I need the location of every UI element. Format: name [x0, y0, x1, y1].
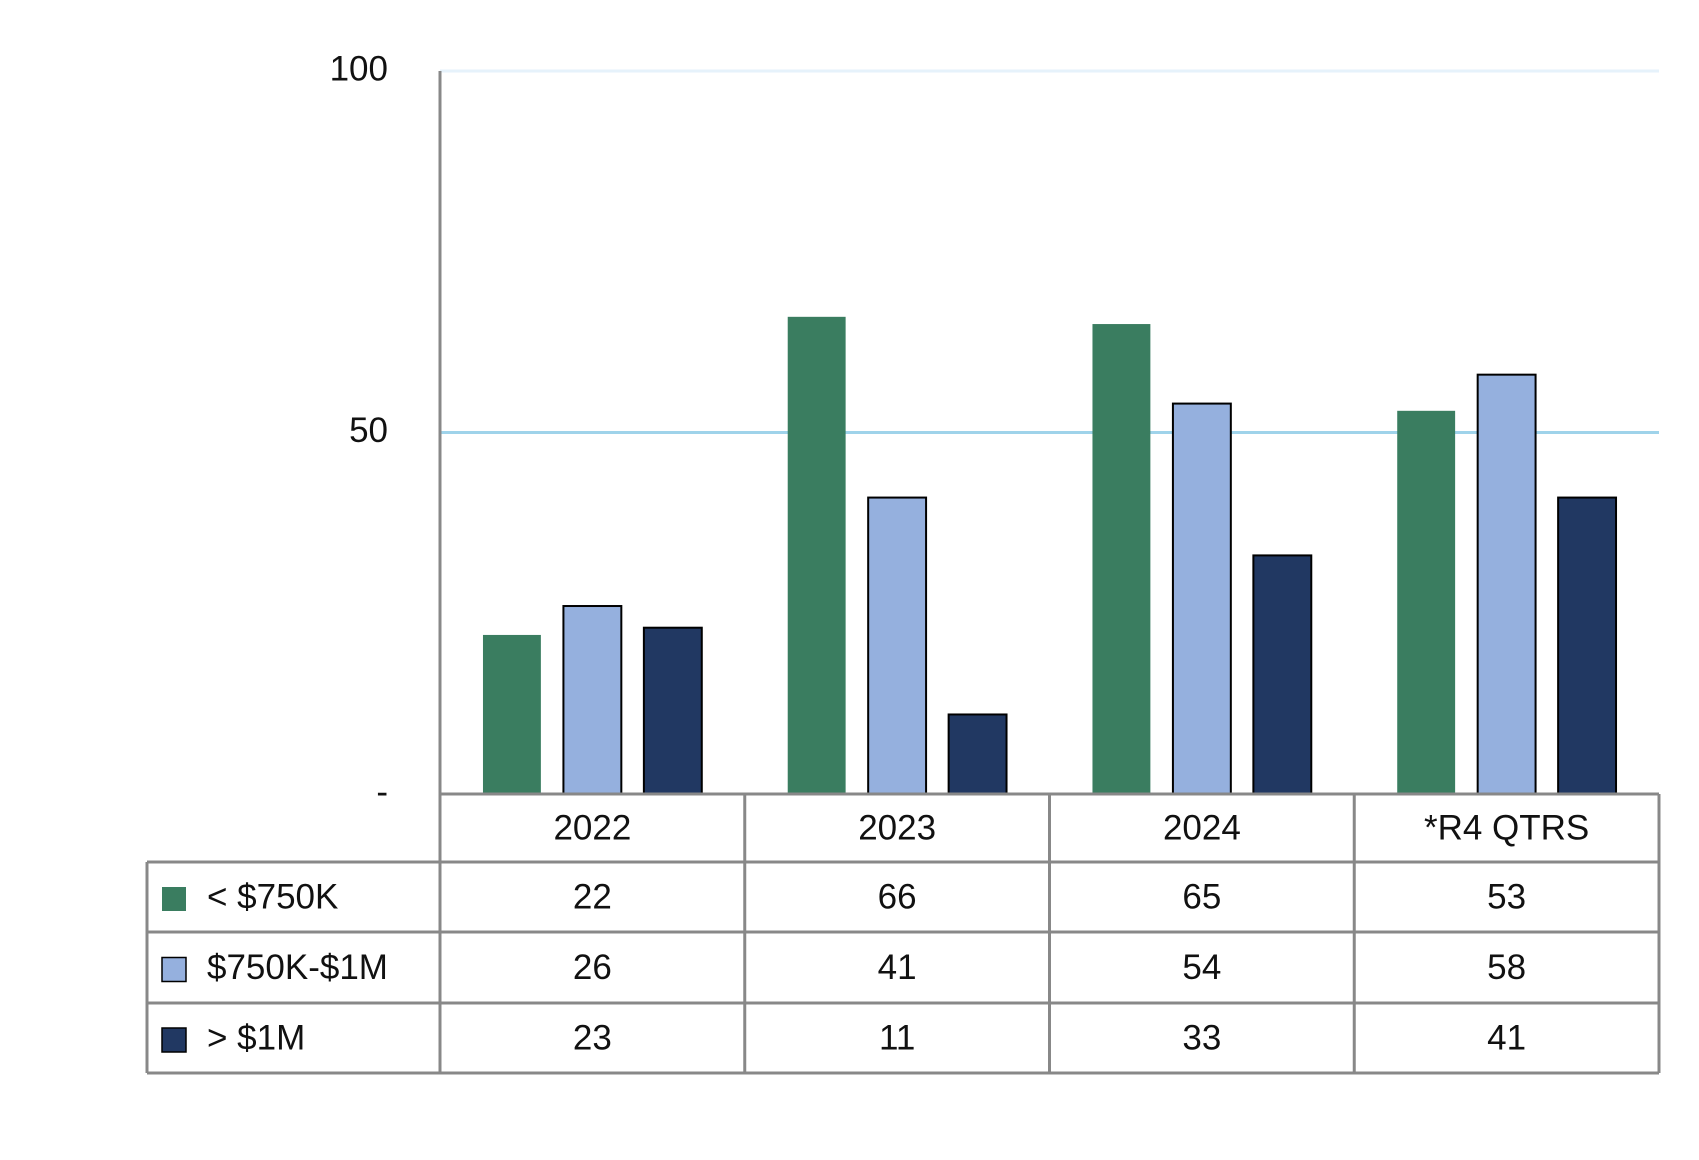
- table-value: 23: [573, 1018, 612, 1057]
- y-tick-label: -: [376, 772, 388, 811]
- bar: [1252, 554, 1313, 795]
- legend-label: > $1M: [207, 1018, 305, 1057]
- bar: [642, 626, 703, 796]
- table-value: 33: [1182, 1018, 1221, 1057]
- table-value: 22: [573, 877, 612, 916]
- bar: [1171, 402, 1232, 795]
- table-value: 26: [573, 948, 612, 987]
- legend-swatch: [161, 1027, 187, 1053]
- y-tick-label: 100: [330, 49, 388, 88]
- legend-label: < $750K: [207, 877, 338, 916]
- bar: [1397, 410, 1456, 794]
- table-value: 11: [879, 1018, 915, 1057]
- x-tick-label: 2022: [553, 808, 631, 847]
- bar: [1476, 373, 1537, 795]
- x-tick-label: 2023: [858, 808, 936, 847]
- table-value: 65: [1182, 877, 1221, 916]
- table-value: 41: [878, 948, 917, 987]
- table-value: 53: [1487, 877, 1526, 916]
- x-tick-label: 2024: [1163, 808, 1241, 847]
- bar: [947, 713, 1008, 795]
- bar: [867, 496, 928, 795]
- bar: [787, 316, 846, 794]
- legend-swatch: [162, 887, 186, 911]
- bar: [1092, 324, 1151, 794]
- table-value: 58: [1487, 948, 1526, 987]
- x-tick-label: *R4 QTRS: [1424, 808, 1589, 847]
- table-value: 66: [878, 877, 917, 916]
- legend-label: $750K-$1M: [207, 948, 388, 987]
- bar: [482, 634, 541, 794]
- bar: [1557, 496, 1618, 795]
- bar: [562, 605, 623, 796]
- table-value: 41: [1487, 1018, 1526, 1057]
- y-tick-label: 50: [349, 411, 388, 450]
- table-value: 54: [1182, 948, 1221, 987]
- legend-swatch: [161, 956, 187, 983]
